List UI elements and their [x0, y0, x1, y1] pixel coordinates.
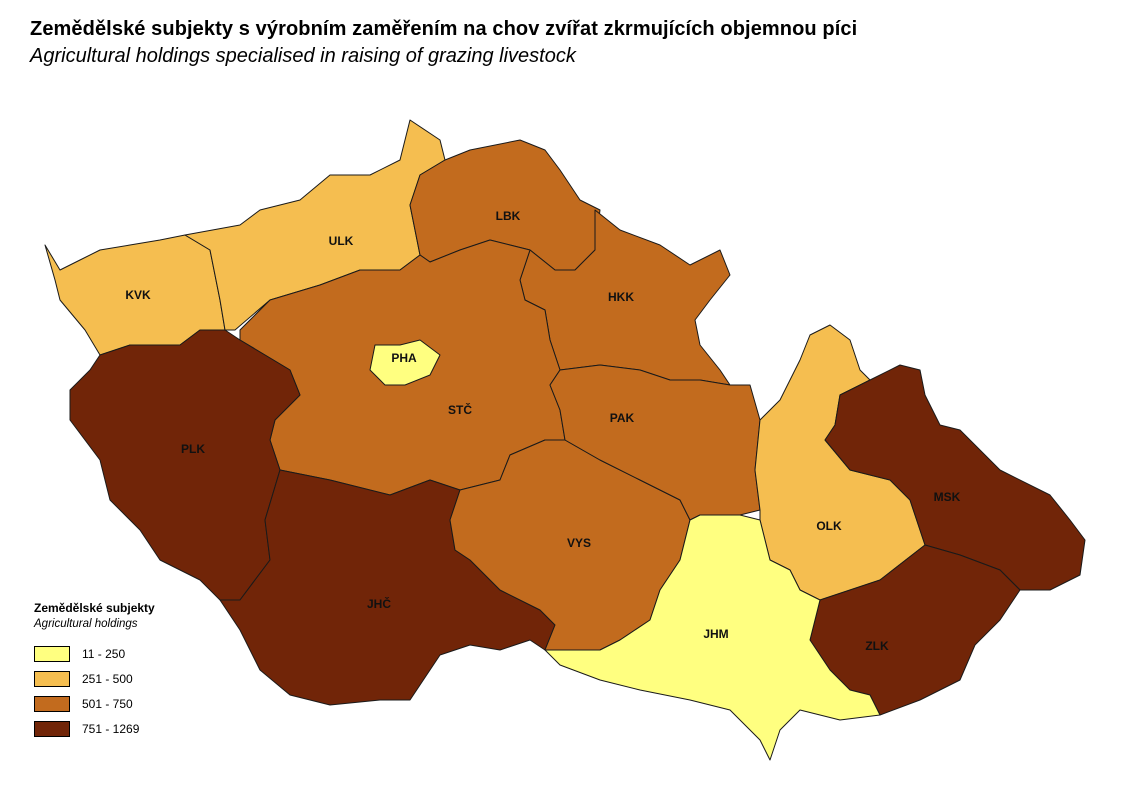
region-label: ZLK: [865, 639, 889, 653]
legend-item: 501 - 750: [34, 691, 155, 716]
legend-label: 751 - 1269: [82, 721, 140, 736]
region-label: MSK: [934, 490, 961, 504]
region-msk: [824, 364, 1086, 591]
region-label: PHA: [391, 351, 417, 365]
region-label: JHČ: [367, 596, 391, 611]
region-label: VYS: [567, 536, 591, 550]
region-label: PLK: [181, 442, 205, 456]
legend-subtitle: Agricultural holdings: [34, 618, 138, 630]
region-label: STČ: [448, 402, 472, 417]
map-subtitle: Agricultural holdings specialised in rai…: [30, 45, 576, 67]
legend-swatch: [34, 720, 70, 737]
legend-swatch: [34, 695, 70, 712]
region-label: LBK: [496, 209, 521, 223]
region-label: PAK: [610, 411, 635, 425]
region-label: OLK: [816, 519, 842, 533]
region-plk: [69, 329, 301, 601]
legend: Zemědělské subjekty Agricultural holding…: [34, 601, 155, 741]
region-label: JHM: [703, 627, 728, 641]
region-label: KVK: [125, 288, 151, 302]
region-pha: [369, 339, 441, 386]
region-label: HKK: [608, 290, 634, 304]
legend-label: 251 - 500: [82, 671, 133, 686]
region-pak: [549, 364, 761, 521]
map-title: Zemědělské subjekty s výrobním zaměřením…: [30, 18, 858, 40]
legend-label: 11 - 250: [82, 646, 126, 661]
region-jhm: [544, 514, 881, 761]
legend-item: 251 - 500: [34, 666, 155, 691]
region-label: ULK: [329, 234, 354, 248]
legend-item: 751 - 1269: [34, 716, 155, 741]
legend-label: 501 - 750: [82, 696, 133, 711]
legend-swatch: [34, 670, 70, 687]
legend-swatch: [34, 645, 70, 662]
legend-title: Zemědělské subjekty: [34, 601, 155, 615]
legend-item: 11 - 250: [34, 641, 155, 666]
